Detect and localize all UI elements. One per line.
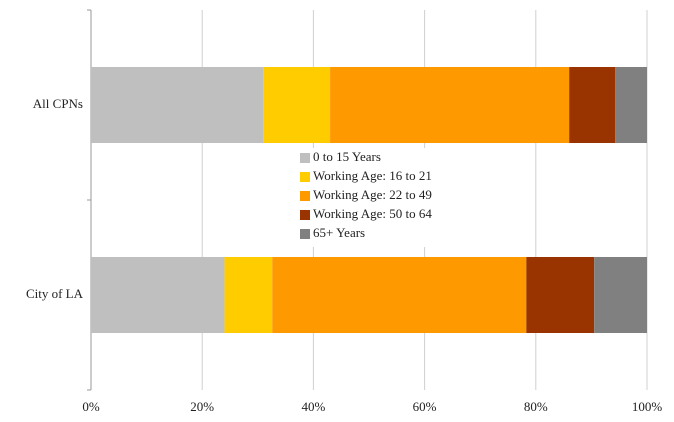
bar-segment (615, 67, 647, 143)
bar-segment (569, 67, 616, 143)
bar-segment (272, 257, 527, 333)
legend-label: Working Age: 16 to 21 (313, 168, 432, 183)
bar-segment (263, 67, 331, 143)
bar-segment (594, 257, 647, 333)
x-tick-label: 20% (190, 399, 214, 414)
legend-swatch (300, 153, 310, 163)
y-tick-label: City of LA (26, 286, 84, 301)
legend-swatch (300, 172, 310, 182)
bar-segment (91, 67, 264, 143)
legend-swatch (300, 210, 310, 220)
x-tick-label: 60% (413, 399, 437, 414)
y-tick-label: All CPNs (33, 96, 83, 111)
bar-segment (91, 257, 225, 333)
x-tick-label: 80% (524, 399, 548, 414)
x-tick-label: 40% (301, 399, 325, 414)
legend-box (298, 148, 470, 247)
legend-swatch (300, 191, 310, 201)
x-tick-label: 0% (82, 399, 100, 414)
legend: 0 to 15 Years Working Age: 16 to 21 Workin… (298, 148, 470, 247)
legend-label: 0 to 15 Years (313, 149, 381, 164)
bar-segment (526, 257, 595, 333)
bar-segment (224, 257, 273, 333)
legend-swatch (300, 229, 310, 239)
legend-label: 65+ Years (313, 225, 365, 240)
bar-segment (330, 67, 570, 143)
x-tick-label: 100% (632, 399, 663, 414)
legend-label: Working Age: 50 to 64 (313, 206, 432, 221)
legend-label: Working Age: 22 to 49 (313, 187, 432, 202)
